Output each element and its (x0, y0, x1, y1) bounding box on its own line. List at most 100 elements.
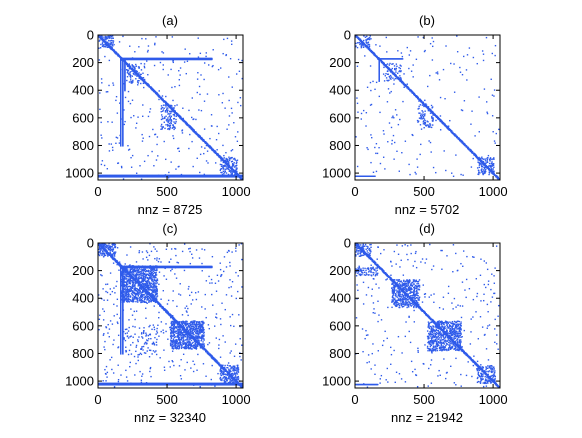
scatter-mark (436, 71, 439, 73)
block-mark (220, 160, 222, 162)
block-mark (132, 81, 134, 83)
diagonal-mark (407, 88, 410, 90)
block-mark (170, 122, 172, 125)
scatter-mark (205, 52, 208, 54)
scatter-mark (418, 100, 420, 102)
scatter-mark (175, 168, 177, 170)
block-mark (140, 82, 142, 85)
scatter-mark (474, 135, 476, 137)
scatter-mark (135, 172, 138, 174)
block-mark (173, 128, 175, 131)
diagonal-mark (363, 44, 365, 46)
block-mark (168, 128, 171, 131)
scatter-mark (371, 136, 373, 139)
scatter-mark (495, 132, 497, 135)
block-mark (418, 107, 420, 110)
scatter-mark (182, 107, 184, 109)
block-mark (366, 38, 369, 40)
block-mark (487, 157, 489, 159)
block-mark (140, 62, 142, 65)
block-mark (126, 69, 129, 71)
block-mark (422, 121, 425, 123)
block-mark (136, 75, 138, 77)
scatter-mark (221, 102, 224, 104)
block-mark (357, 37, 359, 39)
diagonal-mark (153, 90, 155, 93)
block-mark (391, 63, 393, 65)
block-mark (359, 43, 361, 46)
scatter-mark (143, 86, 145, 89)
block-mark (101, 43, 104, 45)
scatter-mark (199, 93, 201, 96)
block-mark (392, 77, 394, 79)
block-mark (130, 81, 133, 83)
scatter-mark (101, 82, 103, 84)
scatter-mark (487, 154, 490, 157)
block-mark (226, 163, 229, 165)
block-mark (492, 163, 495, 165)
block-mark (106, 37, 108, 39)
block-mark (233, 166, 236, 168)
block-mark (227, 173, 230, 176)
block-mark (432, 114, 434, 116)
scatter-mark (379, 111, 381, 114)
scatter-mark (107, 35, 110, 38)
diagonal-mark (497, 177, 499, 180)
scatter-mark (387, 141, 389, 143)
row-band-mark (241, 174, 244, 177)
diagonal-mark (498, 178, 500, 180)
scatter-mark (419, 104, 422, 106)
diagonal-mark (182, 119, 184, 122)
block-mark (490, 164, 492, 167)
block-mark (128, 73, 130, 76)
block-mark (427, 106, 430, 108)
scatter-mark (225, 151, 227, 154)
diagonal-mark (241, 178, 244, 180)
column-band-mark (120, 145, 122, 147)
diagonal-mark (187, 124, 189, 127)
block-mark (486, 161, 489, 164)
block-mark (137, 80, 139, 82)
block-mark (138, 74, 140, 76)
scatter-mark (167, 113, 169, 115)
block-mark (480, 162, 482, 165)
scatter-mark (131, 154, 134, 157)
block-mark (479, 163, 481, 166)
scatter-mark (391, 116, 393, 119)
scatter-mark (162, 52, 165, 54)
scatter-mark (230, 40, 233, 42)
block-mark (111, 35, 114, 37)
scatter-mark (99, 108, 101, 111)
scatter-mark (370, 89, 372, 92)
diagonal-mark (467, 148, 469, 150)
diagonal-mark (458, 138, 460, 140)
scatter-mark (392, 134, 395, 137)
scatter-mark (382, 156, 385, 158)
scatter-mark (366, 147, 368, 149)
scatter-mark (127, 90, 130, 93)
block-mark (493, 171, 495, 173)
block-mark (382, 63, 385, 66)
scatter-mark (470, 166, 473, 168)
block-mark (432, 120, 434, 122)
block-mark (431, 116, 433, 119)
block-mark (423, 118, 426, 120)
block-mark (431, 117, 433, 120)
diagonal-mark (170, 107, 172, 110)
block-mark (174, 122, 177, 125)
scatter-mark (226, 128, 228, 130)
block-mark (486, 166, 488, 169)
block-mark (399, 70, 402, 73)
scatter-mark (408, 67, 410, 70)
scatter-mark (212, 49, 214, 51)
diagonal-mark (163, 101, 165, 103)
diagonal-mark (233, 171, 235, 173)
block-mark (164, 104, 166, 106)
scatter-mark (365, 125, 367, 127)
scatter-mark (417, 36, 419, 38)
block-mark (103, 40, 105, 42)
scatter-mark (372, 80, 374, 83)
block-mark (139, 77, 142, 79)
block-mark (429, 126, 431, 128)
